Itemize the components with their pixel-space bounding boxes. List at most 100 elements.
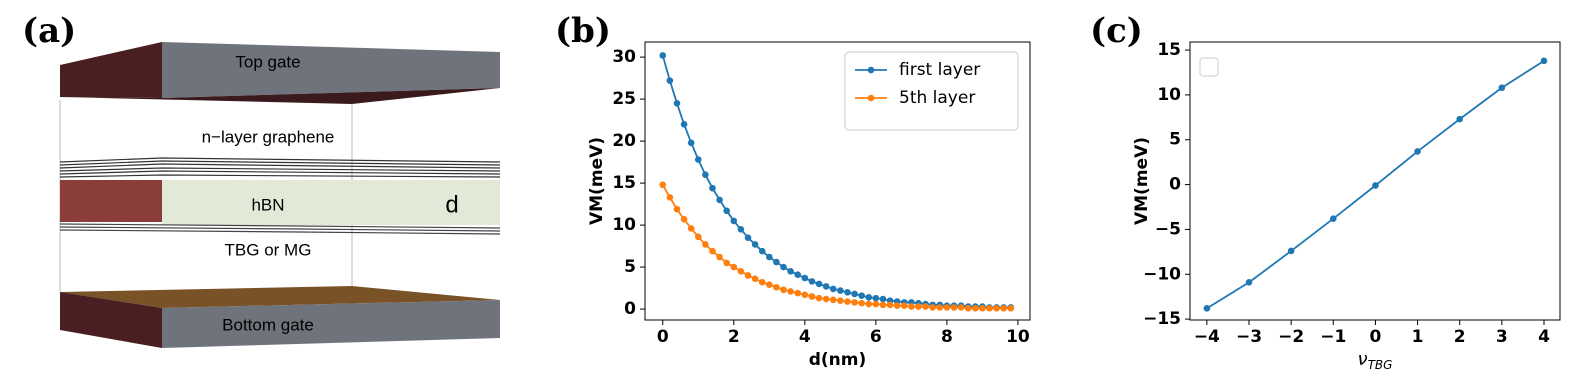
y-tick-label: 5 — [1169, 130, 1181, 150]
data-point — [794, 289, 802, 297]
data-point — [801, 274, 809, 282]
data-point — [986, 304, 993, 312]
data-point — [773, 283, 780, 291]
data-point — [716, 253, 723, 261]
data-point — [1414, 148, 1421, 155]
data-point — [851, 290, 858, 298]
diagram: (a) Top gate n−layer graphene hBN d TBG … — [22, 11, 501, 348]
data-point — [1329, 215, 1337, 222]
data-point — [936, 304, 944, 311]
data-point — [879, 301, 887, 309]
x-tick-label: 6 — [870, 327, 882, 347]
data-point — [972, 304, 979, 312]
x-axis-label: νTBG — [1358, 349, 1393, 372]
data-point — [709, 247, 716, 255]
y-tick-label: −15 — [1143, 309, 1181, 329]
data-point — [822, 295, 830, 303]
x-tick-label: 10 — [1006, 327, 1030, 347]
data-point — [780, 286, 787, 294]
legend-box — [844, 51, 1019, 131]
hbn-side — [60, 180, 162, 222]
data-point — [957, 304, 965, 311]
data-point — [666, 77, 674, 84]
data-point — [659, 181, 667, 189]
data-point — [979, 304, 986, 312]
data-point — [1456, 115, 1464, 123]
data-point — [1007, 304, 1015, 312]
x-tick-label: 1 — [1412, 327, 1424, 347]
data-point — [808, 293, 816, 300]
empty-legend — [1199, 57, 1219, 77]
data-point — [1245, 279, 1253, 286]
bottom-gate-side — [60, 292, 162, 348]
data-point — [751, 241, 759, 248]
data-point — [659, 52, 667, 59]
y-tick-label: 30 — [612, 47, 636, 67]
data-point — [680, 121, 688, 128]
data-point — [787, 267, 794, 275]
data-point — [744, 234, 752, 241]
x-tick-label: −1 — [1320, 327, 1346, 347]
data-point — [879, 295, 887, 303]
data-point — [702, 241, 709, 248]
data-point — [716, 196, 723, 204]
data-point — [780, 263, 787, 271]
label: n−layer graphene — [202, 127, 335, 146]
x-tick-label: 3 — [1496, 327, 1508, 347]
data-point — [865, 300, 873, 308]
data-point — [872, 300, 880, 308]
data-point — [680, 215, 688, 223]
data-point — [837, 297, 844, 304]
legend-label: 5th layer — [899, 88, 975, 108]
data-point — [865, 294, 873, 301]
label: Bottom gate — [222, 315, 314, 334]
plot-frame — [644, 41, 1031, 321]
y-tick-label: 0 — [624, 299, 636, 319]
data-point — [1498, 84, 1506, 92]
x-tick-label: 0 — [1369, 327, 1381, 347]
y-tick-label: −5 — [1155, 219, 1181, 239]
x-tick-label: −3 — [1236, 327, 1262, 347]
top-gate-bottom — [60, 88, 500, 104]
x-axis-symbol: ν — [1358, 349, 1368, 370]
x-tick-label: 0 — [657, 327, 669, 347]
top-gate-side — [60, 42, 162, 98]
x-tick-label: 4 — [799, 327, 811, 347]
data-point — [851, 299, 858, 306]
data-point — [837, 287, 844, 294]
data-point — [964, 304, 972, 312]
data-point — [787, 288, 794, 295]
data-point — [844, 288, 851, 296]
y-tick-label: 25 — [612, 89, 636, 109]
data-point — [758, 247, 766, 255]
y-tick-label: 0 — [1169, 175, 1181, 195]
y-tick-label: 15 — [1157, 40, 1181, 60]
label: hBN — [251, 195, 284, 214]
panel-label: (b) — [555, 11, 611, 51]
label: Top gate — [235, 52, 300, 71]
data-point — [815, 294, 823, 302]
data-point — [801, 291, 809, 299]
data-point — [844, 298, 851, 305]
data-point — [950, 304, 958, 311]
data-point — [773, 258, 780, 266]
y-tick-label: 15 — [612, 173, 636, 193]
label: d — [445, 191, 458, 218]
data-point — [709, 184, 716, 192]
y-tick-label: −10 — [1143, 264, 1181, 284]
data-point — [730, 217, 738, 225]
data-point — [858, 292, 865, 299]
data-point — [751, 275, 759, 283]
data-point — [922, 303, 929, 310]
data-point — [808, 278, 816, 285]
data-point — [702, 171, 709, 179]
data-point — [723, 259, 730, 267]
data-point — [758, 278, 766, 286]
data-point — [886, 301, 894, 309]
data-point — [766, 253, 773, 261]
data-point — [943, 304, 951, 311]
x-tick-label: 8 — [941, 327, 953, 347]
bottom-gate-top — [60, 286, 500, 308]
data-point — [908, 303, 915, 310]
